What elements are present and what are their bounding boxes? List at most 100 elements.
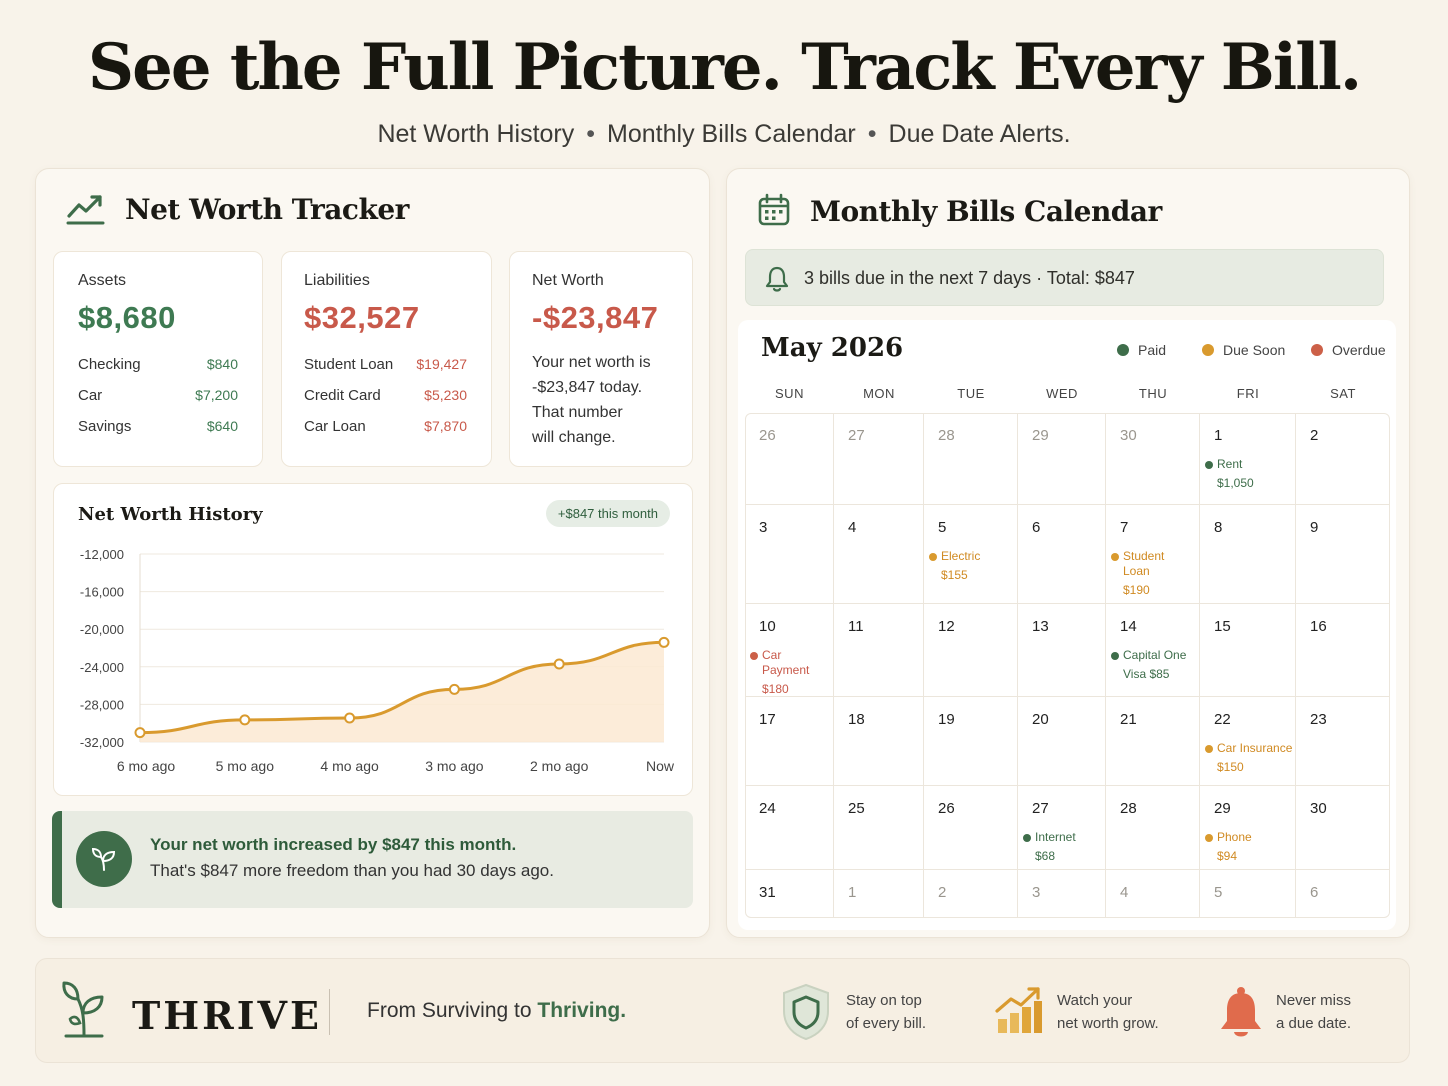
tagline: From Surviving to Thriving. [367, 999, 626, 1023]
bill-entry-due[interactable]: Student Loan $190 [1111, 549, 1197, 598]
weekday-tue: TUE [957, 386, 985, 401]
bills-due-alert[interactable]: 3 bills due in the next 7 days · Total: … [745, 249, 1384, 306]
calendar-day-cell[interactable]: 29 [1018, 413, 1106, 505]
feature-line: Stay on top [846, 992, 922, 1009]
data-point[interactable] [553, 658, 565, 670]
calendar-day-cell[interactable]: 8 [1200, 505, 1296, 604]
bill-amount: $190 [1123, 583, 1150, 597]
bill-name: Student Loan [1123, 549, 1165, 578]
calendar-day-cell[interactable]: 9 [1296, 505, 1390, 604]
liability-value: $19,427 [416, 356, 467, 372]
series-line [139, 640, 665, 735]
bill-entry-paid[interactable]: Rent $1,050 [1205, 457, 1293, 491]
calendar-day-cell[interactable]: 22 Car Insurance $150 [1200, 697, 1296, 786]
bill-name: Capital One [1123, 648, 1187, 662]
bill-name: Phone [1217, 830, 1252, 844]
calendar-day-cell[interactable]: 15 [1200, 604, 1296, 697]
calendar-day-cell[interactable]: 26 [924, 786, 1018, 870]
bill-amount: Visa $85 [1123, 667, 1170, 681]
calendar-day-cell[interactable]: 6 [1296, 870, 1390, 918]
liabilities-label: Liabilities [304, 272, 370, 289]
calendar-day-cell[interactable]: 4 [834, 505, 924, 604]
data-point[interactable] [134, 727, 146, 739]
sprout-icon [76, 831, 132, 887]
net-worth-message-line: Your net worth is [532, 354, 651, 371]
calendar-day-cell[interactable]: 1 [834, 870, 924, 918]
calendar-day-cell[interactable]: 5 [1200, 870, 1296, 918]
day-number: 10 [759, 618, 776, 635]
calendar-day-cell[interactable]: 31 [745, 870, 834, 918]
calendar-day-cell[interactable]: 2 [924, 870, 1018, 918]
calendar-day-cell[interactable]: 26 [745, 413, 834, 505]
liabilities-card: Liabilities $32,527 Student Loan $19,427 … [281, 251, 492, 467]
calendar-day-cell[interactable]: 11 [834, 604, 924, 697]
calendar-frame [745, 413, 1390, 918]
day-number: 28 [938, 427, 955, 444]
day-number: 2 [1310, 427, 1319, 444]
calendar-day-cell[interactable]: 21 [1106, 697, 1200, 786]
calendar-day-cell[interactable]: 14 Capital One Visa $85 [1106, 604, 1200, 697]
net-worth-history-card: Net Worth History +$847 this month -12,0… [53, 483, 693, 796]
calendar-day-cell[interactable]: 23 [1296, 697, 1390, 786]
calendar-day-cell[interactable]: 5 Electric $155 [924, 505, 1018, 604]
bill-amount: $94 [1217, 849, 1238, 863]
calendar-day-cell[interactable]: 28 [1106, 786, 1200, 870]
calendar-day-cell[interactable]: 24 [745, 786, 834, 870]
net-worth-message: Your net worth is -$23,847 today. That n… [532, 350, 672, 450]
calendar-day-cell[interactable]: 13 [1018, 604, 1106, 697]
bill-entry-overdue[interactable]: Car Payment $180 [750, 648, 831, 697]
data-point[interactable] [658, 636, 670, 648]
bill-amount: $180 [762, 682, 789, 696]
bill-entry-due[interactable]: Phone $94 [1205, 830, 1293, 864]
weekday-sun: SUN [775, 386, 804, 401]
calendar-day-cell[interactable]: 27 Internet $68 [1018, 786, 1106, 870]
day-number: 31 [759, 884, 776, 901]
net-worth-message-line: That number [532, 404, 623, 421]
calendar-day-cell[interactable]: 12 [924, 604, 1018, 697]
data-point[interactable] [344, 712, 356, 724]
feature-alerts: Never miss a due date. [1276, 989, 1351, 1035]
calendar-day-cell[interactable]: 29 Phone $94 [1200, 786, 1296, 870]
data-point[interactable] [239, 714, 251, 726]
calendar-day-cell[interactable]: 7 Student Loan $190 [1106, 505, 1200, 604]
assets-label: Assets [78, 272, 127, 289]
footer-divider [329, 989, 330, 1035]
calendar-day-cell[interactable]: 16 [1296, 604, 1390, 697]
bill-entry-due[interactable]: Electric $155 [929, 549, 1015, 583]
day-number: 4 [1120, 884, 1129, 901]
trend-up-icon [66, 195, 105, 225]
bill-entry-paid[interactable]: Internet $68 [1023, 830, 1103, 864]
calendar-day-cell[interactable]: 28 [924, 413, 1018, 505]
calendar-day-cell[interactable]: 6 [1018, 505, 1106, 604]
calendar-day-cell[interactable]: 18 [834, 697, 924, 786]
net-worth-panel-title: Net Worth Tracker [125, 193, 409, 226]
calendar-day-cell[interactable]: 30 [1296, 786, 1390, 870]
calendar-day-cell[interactable]: 17 [745, 697, 834, 786]
calendar-day-cell[interactable]: 30 [1106, 413, 1200, 505]
calendar-day-cell[interactable]: 2 [1296, 413, 1390, 505]
day-number: 25 [848, 800, 865, 817]
legend-label: Overdue [1332, 342, 1386, 358]
bill-entry-paid[interactable]: Capital One Visa $85 [1111, 648, 1197, 682]
calendar-day-cell[interactable]: 3 [745, 505, 834, 604]
calendar-day-cell[interactable]: 10 Car Payment $180 [745, 604, 834, 697]
callout-subtext: That's $847 more freedom than you had 30… [150, 861, 554, 880]
calendar-day-cell[interactable]: 27 [834, 413, 924, 505]
day-number: 1 [1214, 427, 1223, 444]
data-point[interactable] [448, 683, 460, 695]
calendar-day-cell[interactable]: 3 [1018, 870, 1106, 918]
calendar-day-cell[interactable]: 25 [834, 786, 924, 870]
calendar-day-cell[interactable]: 4 [1106, 870, 1200, 918]
tagline-prefix: From Surviving to [367, 999, 538, 1022]
x-tick-label: 2 mo ago [530, 758, 589, 774]
calendar-day-cell[interactable]: 1 Rent $1,050 [1200, 413, 1296, 505]
x-tick-label: 6 mo ago [117, 758, 176, 774]
day-number: 22 [1214, 711, 1231, 728]
calendar-day-cell[interactable]: 20 [1018, 697, 1106, 786]
bill-entry-due[interactable]: Car Insurance $150 [1205, 741, 1293, 775]
day-number: 20 [1032, 711, 1049, 728]
y-tick-label: -20,000 [80, 622, 124, 637]
area-fill [140, 642, 664, 742]
asset-name: Car [78, 387, 103, 404]
calendar-day-cell[interactable]: 19 [924, 697, 1018, 786]
